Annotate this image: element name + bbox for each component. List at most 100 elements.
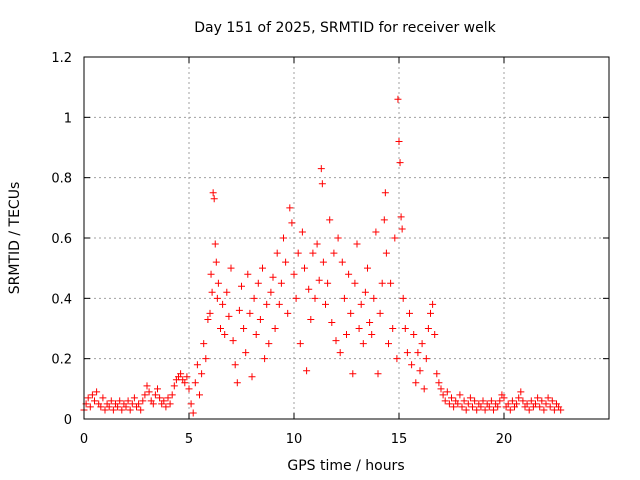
data-point [466, 394, 474, 402]
y-tick-label: 0 [64, 413, 72, 428]
data-point [177, 370, 185, 378]
data-point [368, 331, 376, 339]
data-point [225, 312, 233, 320]
data-point [231, 361, 239, 369]
data-point [515, 394, 523, 402]
data-point [437, 385, 445, 393]
data-point [189, 409, 197, 417]
data-point [540, 406, 548, 414]
data-point [235, 306, 243, 314]
data-point [275, 300, 283, 308]
data-point [269, 273, 277, 281]
data-point [124, 397, 132, 405]
grid [84, 57, 609, 419]
data-point [504, 400, 512, 408]
data-point [550, 406, 558, 414]
x-tick-label: 15 [391, 432, 408, 447]
data-point [414, 349, 422, 357]
data-point [288, 219, 296, 227]
data-point [286, 204, 294, 212]
data-point [213, 294, 221, 302]
data-point [128, 400, 136, 408]
data-point [109, 406, 117, 414]
data-point [118, 406, 126, 414]
data-point [473, 406, 481, 414]
data-point [84, 394, 92, 402]
data-point [185, 385, 193, 393]
data-point [322, 300, 329, 308]
data-point [114, 403, 122, 411]
data-point [88, 391, 96, 399]
data-point [99, 394, 107, 402]
data-point [464, 400, 472, 408]
data-point [359, 340, 367, 348]
data-point [187, 400, 195, 408]
data-point [460, 397, 468, 405]
data-point [399, 294, 407, 302]
data-point [151, 391, 159, 399]
data-point [370, 294, 378, 302]
data-point [542, 400, 550, 408]
data-point [366, 318, 374, 326]
data-point [170, 382, 178, 390]
data-point [211, 240, 219, 248]
x-tick-label: 10 [286, 432, 303, 447]
x-tick-label: 5 [185, 432, 193, 447]
data-point [538, 397, 546, 405]
data-point [490, 406, 497, 414]
data-point [290, 270, 298, 278]
data-point [517, 388, 525, 396]
data-point [307, 315, 315, 323]
data-point [207, 270, 215, 278]
data-point [334, 234, 342, 242]
data-point [229, 337, 237, 345]
data-point [93, 388, 101, 396]
data-point [336, 349, 344, 357]
data-point [398, 225, 406, 233]
data-point [135, 400, 143, 408]
data-point [309, 249, 317, 257]
y-axis-label: SRMTID / TECUs [7, 182, 23, 295]
data-point [248, 373, 256, 381]
data-point [271, 325, 279, 332]
data-point [330, 249, 338, 257]
data-points [80, 95, 565, 417]
data-point [156, 394, 164, 402]
data-point [263, 300, 271, 308]
data-point [168, 391, 176, 399]
data-point [519, 397, 527, 405]
data-point [403, 349, 411, 357]
data-point [246, 309, 254, 317]
data-point [381, 189, 389, 197]
data-point [380, 216, 388, 224]
data-point [427, 309, 434, 317]
data-point [396, 159, 404, 167]
data-point [206, 309, 214, 317]
data-point [261, 355, 269, 363]
data-point [277, 279, 285, 287]
data-point [267, 288, 275, 296]
data-point [389, 325, 397, 332]
data-point [223, 288, 231, 296]
data-point [487, 397, 495, 405]
data-point [393, 355, 401, 363]
data-point [240, 325, 248, 332]
chart-title: Day 151 of 2025, SRMTID for receiver wel… [194, 20, 496, 36]
data-point [454, 400, 462, 408]
x-tick-label: 20 [496, 432, 513, 447]
data-point [265, 340, 273, 348]
data-point [471, 397, 479, 405]
data-point [412, 379, 420, 387]
axis-ticks: 0 0.2 0.4 0.6 0.8 1 1.2 0 5 10 15 20 [51, 51, 609, 447]
data-point [361, 288, 369, 296]
data-point [319, 258, 327, 266]
data-point [315, 276, 323, 284]
data-point [238, 282, 245, 290]
data-point [523, 400, 531, 408]
data-point [391, 234, 399, 242]
data-point [313, 240, 321, 248]
data-point [162, 403, 170, 411]
data-point [301, 264, 308, 272]
data-point [458, 403, 466, 411]
